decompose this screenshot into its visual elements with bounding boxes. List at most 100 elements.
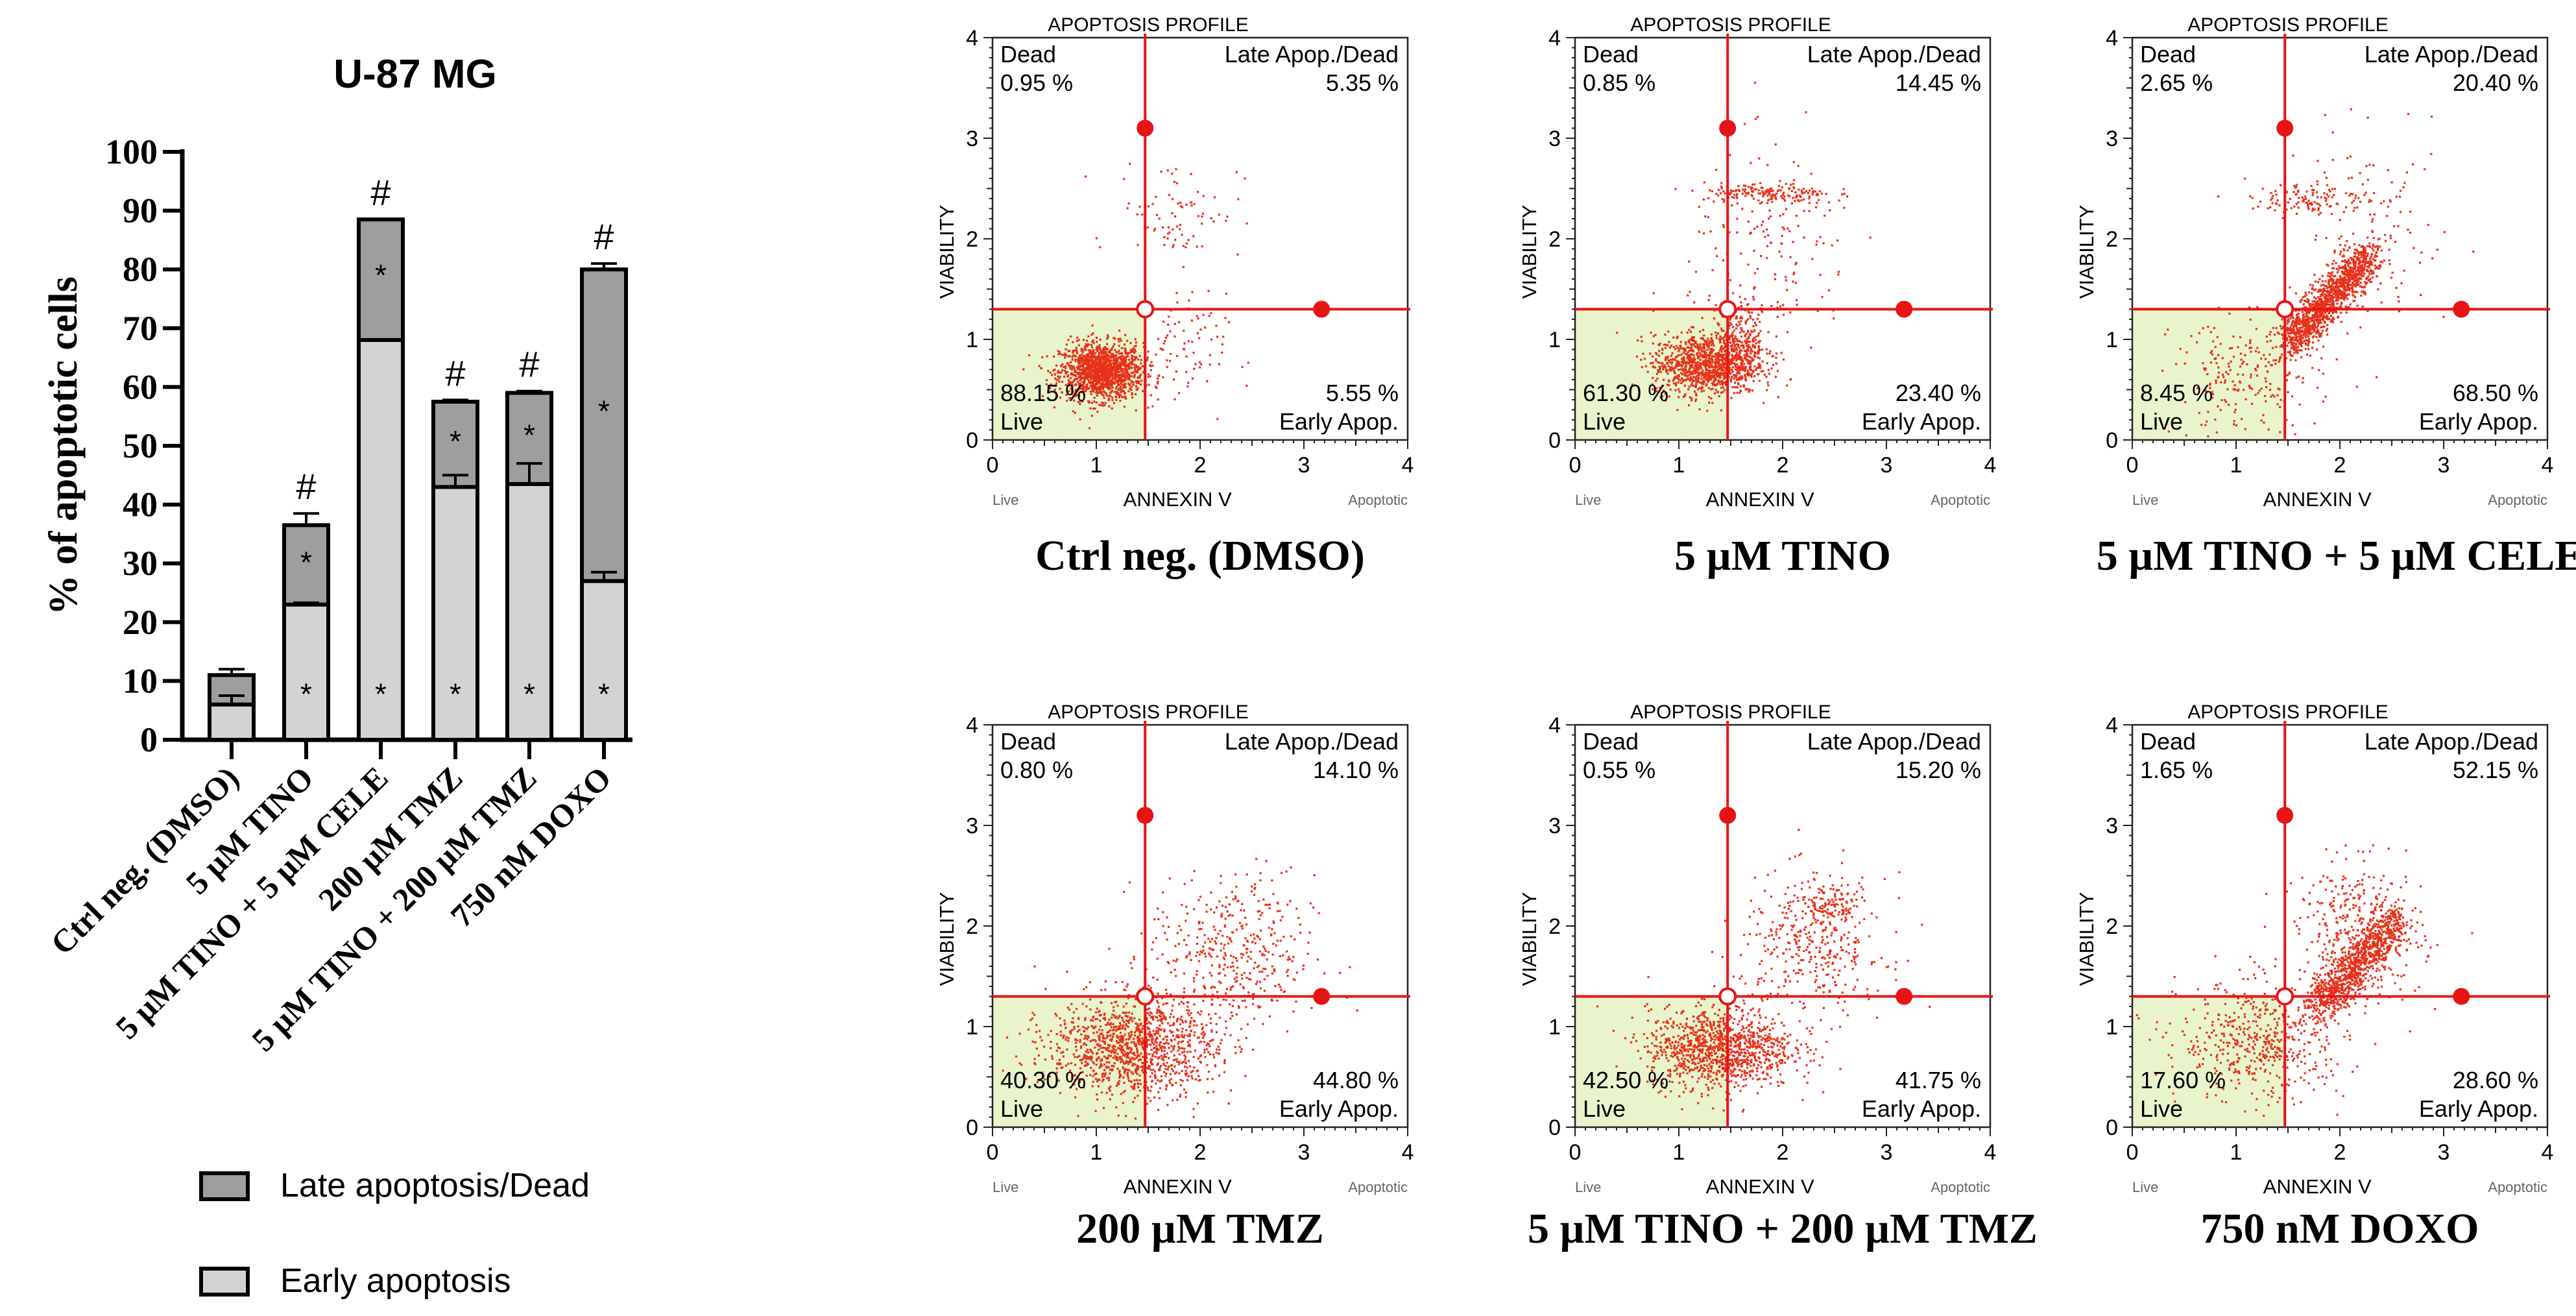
scatter-point — [1089, 358, 1092, 361]
scatter-point — [1190, 173, 1192, 175]
scatter-point — [1092, 380, 1095, 383]
scatter-point — [1739, 358, 1741, 361]
scatter-point — [2347, 274, 2350, 276]
scatter-point — [2372, 245, 2375, 247]
scatter-point — [1668, 369, 1671, 371]
quadrant-value-late: 14.45 % — [1896, 69, 1981, 96]
scatter-point — [2313, 323, 2316, 326]
scatter-point — [2341, 294, 2344, 297]
significance-asterisk: * — [598, 394, 610, 428]
gate-handle[interactable] — [1719, 119, 1737, 137]
scatter-point — [2293, 323, 2296, 326]
scatter-point — [1082, 377, 1085, 380]
scatter-point — [2263, 354, 2265, 356]
scatter-point — [1046, 355, 1048, 358]
scatter-point — [2304, 315, 2306, 318]
scatter-point — [1640, 358, 1643, 361]
scatter-point — [1074, 371, 1076, 373]
scatter-point — [2384, 239, 2387, 242]
scatter-point — [1222, 335, 1225, 338]
gate-handle[interactable] — [1313, 300, 1330, 318]
scatter-point — [1767, 199, 1770, 202]
scatter-point — [1744, 321, 1747, 323]
scatter-point — [1703, 376, 1705, 379]
scatter-point — [1185, 371, 1188, 373]
scatter-point — [1759, 182, 1762, 184]
scatter-point — [1731, 354, 1733, 356]
scatter-point — [2368, 257, 2372, 260]
scatter-point — [1061, 353, 1063, 356]
scatter-point — [1107, 365, 1109, 367]
scatter-point — [1827, 289, 1831, 292]
scatter-point — [1738, 369, 1741, 372]
scatter-point — [2318, 289, 2321, 291]
scatter-point — [1677, 381, 1679, 384]
gate-center-handle[interactable] — [1136, 300, 1155, 319]
scatter-point — [1769, 215, 1772, 218]
scatter-point — [1816, 310, 1819, 312]
scatter-point — [1733, 392, 1736, 395]
scatter-point — [2332, 306, 2335, 309]
scatter-point — [1722, 381, 1724, 384]
scatter-point — [2321, 316, 2324, 319]
scatter-point — [2291, 322, 2293, 324]
bar-early-apoptosis — [431, 485, 479, 742]
scatter-point — [1756, 367, 1759, 369]
scatter-point — [1816, 193, 1818, 195]
scatter-point — [1728, 324, 1731, 327]
scatter-point — [1689, 379, 1692, 382]
scatter-point — [2340, 311, 2342, 314]
scatter-point — [1759, 192, 1762, 195]
scatter-point — [1666, 344, 1669, 347]
scatter-point — [1096, 383, 1098, 385]
scatter-point — [1788, 195, 1791, 197]
scatter-point — [1109, 371, 1111, 374]
scatter-point — [1090, 344, 1093, 347]
scatter-point — [2312, 326, 2315, 329]
gate-handle[interactable] — [1137, 119, 1154, 137]
gate-center-handle[interactable] — [1718, 300, 1737, 319]
scatter-point — [1124, 352, 1127, 355]
scatter-point — [1731, 371, 1734, 373]
scatter-point — [1706, 345, 1709, 348]
scatter-point — [1060, 371, 1063, 374]
scatter-point — [1811, 258, 1814, 260]
scatter-point — [1116, 393, 1119, 396]
scatter-point — [1115, 356, 1118, 359]
scatter-point — [1640, 335, 1643, 338]
scatter-point — [2357, 251, 2359, 254]
gate-handle[interactable] — [1896, 300, 1913, 318]
scatter-point — [1701, 361, 1703, 364]
scatter-point — [2315, 302, 2317, 305]
scatter-point — [1133, 376, 1136, 378]
scatter-point — [1729, 345, 1732, 348]
scatter-point — [1073, 354, 1076, 357]
scatter-point — [1113, 337, 1116, 340]
scatter-point — [1744, 335, 1746, 337]
scatter-point — [1687, 377, 1690, 380]
scatter-point — [2290, 344, 2293, 347]
scatter-point — [1096, 387, 1098, 390]
scatter-point — [1192, 235, 1195, 238]
scatter-point — [2348, 271, 2352, 274]
scatter-point — [1055, 382, 1058, 385]
scatter-point — [1197, 317, 1199, 320]
scatter-point — [1792, 273, 1795, 276]
scatter-point — [1744, 349, 1746, 352]
scatter-point — [1717, 189, 1720, 191]
scatter-point — [1124, 358, 1127, 361]
scatter-point — [1117, 389, 1120, 391]
scatter-point — [2317, 296, 2320, 299]
scatter-point — [1722, 201, 1725, 203]
scatter-point — [2293, 332, 2295, 335]
scatter-point — [1731, 376, 1733, 378]
scatter-point — [2344, 294, 2347, 297]
scatter-point — [1088, 343, 1090, 346]
scatter-point — [2285, 337, 2289, 339]
scatter-point — [1086, 378, 1089, 380]
scatter-point — [2339, 306, 2341, 308]
scatter-point — [2320, 284, 2322, 287]
y-tick-label: 2 — [966, 227, 978, 252]
y-tick-label: 40 — [123, 485, 158, 524]
scatter-point — [1099, 349, 1102, 352]
